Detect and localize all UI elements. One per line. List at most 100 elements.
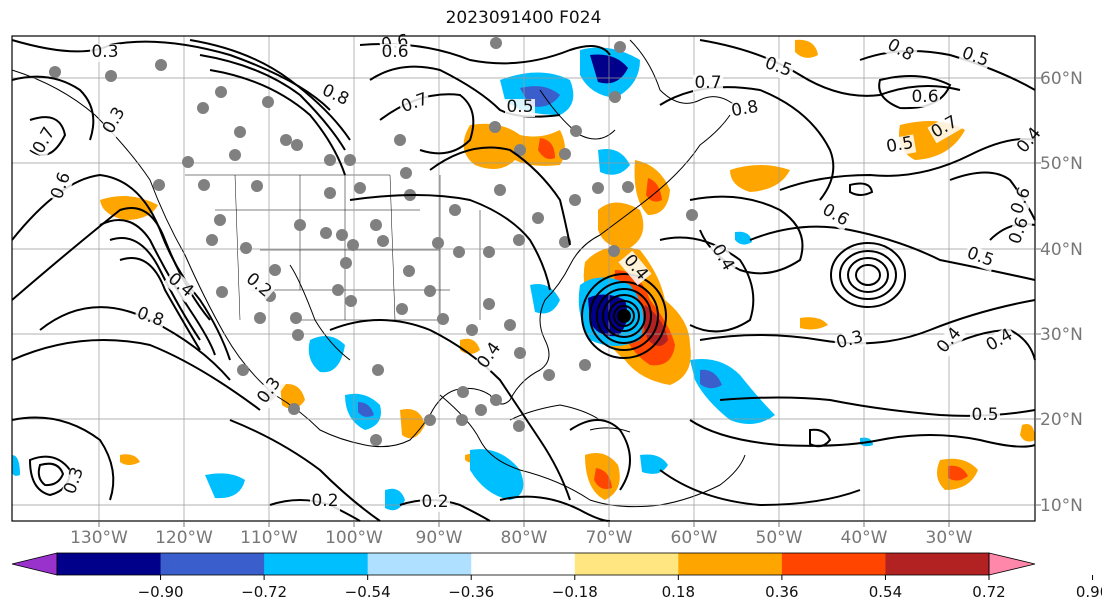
station-dot: [579, 359, 591, 371]
contour-label: 0.6: [911, 87, 938, 107]
station-dot: [291, 139, 303, 151]
station-dot: [504, 319, 516, 331]
latitude-label: 20°N: [1040, 410, 1083, 430]
station-dot: [543, 369, 555, 381]
station-dot: [251, 180, 263, 192]
colorbar-tick-labels: −0.90 −0.72 −0.54 −0.36 −0.18 0.18 0.36 0.54 0.7…: [138, 575, 1102, 601]
longitude-label: 110°W: [240, 528, 298, 548]
contour-label: 0.4: [707, 241, 738, 274]
contour-label: 0.2: [311, 491, 338, 511]
station-dot: [214, 214, 226, 226]
colorbar-segment: [57, 553, 162, 575]
station-dot: [466, 324, 478, 336]
contour-label: 0.3: [91, 42, 118, 62]
contour-label: 0.4: [473, 339, 505, 373]
longitude-label: 40°W: [841, 528, 888, 548]
station-dot: [105, 70, 117, 82]
station-dot: [453, 246, 465, 258]
longitude-label: 70°W: [586, 528, 633, 548]
station-dot: [336, 229, 348, 241]
station-dot: [354, 182, 366, 194]
station-dot: [340, 257, 352, 269]
longitude-label: 130°W: [70, 528, 128, 548]
colorbar-tick-label: −0.72: [241, 583, 287, 601]
longitude-label: 100°W: [325, 528, 383, 548]
colorbar-tick-label: −0.90: [138, 583, 184, 601]
station-dot: [424, 414, 436, 426]
station-dot: [514, 144, 526, 156]
station-dot: [320, 227, 332, 239]
station-dot: [400, 167, 412, 179]
storm-center-marker: [617, 309, 631, 323]
station-markers: [49, 37, 698, 446]
colorbar-tick-label: −0.54: [345, 583, 391, 601]
station-dot: [237, 364, 249, 376]
station-dot: [622, 181, 634, 193]
colorbar-tick-label: 0.72: [972, 583, 1005, 601]
station-dot: [609, 91, 621, 103]
colorbar-segment: [678, 553, 783, 575]
longitude-label: 90°W: [416, 528, 463, 548]
station-dot: [457, 386, 469, 398]
station-dot: [155, 59, 167, 71]
colorbar-segment: [471, 553, 576, 575]
station-dot: [483, 246, 495, 258]
station-dot: [514, 347, 526, 359]
station-dot: [614, 41, 626, 53]
station-dot: [345, 295, 357, 307]
station-dot: [290, 312, 302, 324]
station-dot: [513, 234, 525, 246]
station-dot: [262, 96, 274, 108]
station-dot: [288, 403, 300, 415]
colorbar-segment: [781, 553, 886, 575]
station-dot: [592, 182, 604, 194]
station-dot: [494, 184, 506, 196]
colorbar-segment: [264, 553, 369, 575]
station-dot: [229, 149, 241, 161]
station-dot: [490, 394, 502, 406]
station-dot: [377, 235, 389, 247]
colorbar-tick-label: 0.90: [1076, 583, 1102, 601]
station-dot: [294, 219, 306, 231]
station-dot: [437, 313, 449, 325]
atlantic-low-rings: [830, 242, 906, 308]
contour-label: 0.4: [1013, 124, 1046, 158]
station-dot: [424, 285, 436, 297]
latitude-label: 40°N: [1040, 240, 1083, 260]
contour-label: 0.5: [971, 405, 998, 425]
station-dot: [394, 134, 406, 146]
axis-ticks: [98, 77, 1041, 527]
station-dot: [234, 126, 246, 138]
colorbar-segment: [574, 553, 679, 575]
station-dot: [49, 66, 61, 78]
longitude-label: 120°W: [155, 528, 213, 548]
latitude-label: 30°N: [1040, 325, 1083, 345]
latitude-labels: 60°N 50°N 40°N 30°N 20°N 10°N: [1040, 69, 1083, 516]
station-dot: [216, 286, 228, 298]
contour-label: 0.4: [933, 324, 966, 358]
station-dot: [372, 364, 384, 376]
colorbar-segment: [885, 553, 990, 575]
station-dot: [483, 298, 495, 310]
station-dot: [280, 134, 292, 146]
station-dot: [686, 209, 698, 221]
longitude-label: 50°W: [756, 528, 803, 548]
colorbar-extend-low: [11, 552, 58, 576]
station-dot: [347, 239, 359, 251]
colorbar-tick-label: −0.18: [552, 583, 598, 601]
latitude-label: 60°N: [1040, 69, 1083, 89]
contour-label: 0.5: [885, 133, 915, 157]
station-dot: [215, 86, 227, 98]
station-dot: [513, 420, 525, 432]
contour-label: 0.6: [381, 42, 408, 62]
hurricane-rings: [581, 273, 667, 359]
colorbar-tick-label: −0.36: [448, 583, 494, 601]
contour-label: 0.5: [506, 97, 533, 117]
contour-label: 0.3: [834, 327, 865, 353]
station-dot: [198, 179, 210, 191]
contour-label: 0.3: [99, 104, 130, 137]
colorbar: [11, 552, 1036, 576]
figure-title: 2023091400 F024: [445, 8, 602, 28]
station-dot: [153, 179, 165, 191]
